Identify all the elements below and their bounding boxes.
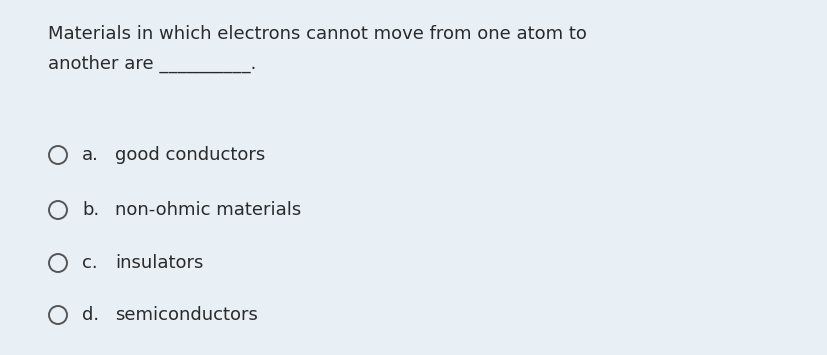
Text: d.: d.: [82, 306, 99, 324]
Text: b.: b.: [82, 201, 99, 219]
Text: insulators: insulators: [115, 254, 203, 272]
Text: a.: a.: [82, 146, 98, 164]
Text: good conductors: good conductors: [115, 146, 265, 164]
Text: c.: c.: [82, 254, 98, 272]
Text: another are __________.: another are __________.: [48, 55, 256, 73]
Text: Materials in which electrons cannot move from one atom to: Materials in which electrons cannot move…: [48, 25, 586, 43]
Text: non-ohmic materials: non-ohmic materials: [115, 201, 301, 219]
Text: semiconductors: semiconductors: [115, 306, 257, 324]
